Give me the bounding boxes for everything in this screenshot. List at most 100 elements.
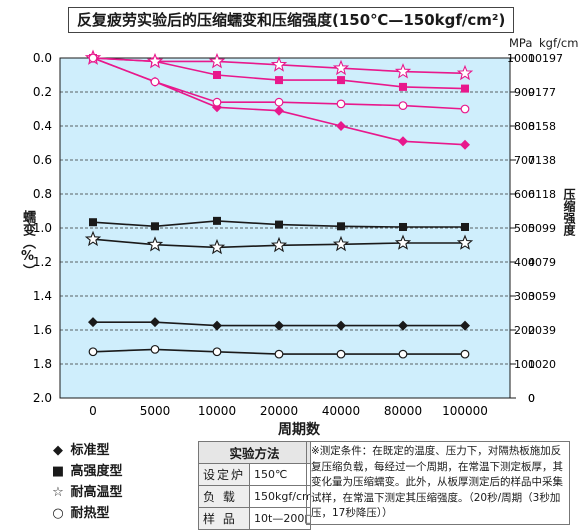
mpa-tick-label: 800	[514, 120, 535, 133]
left-tick-label: 0.4	[33, 119, 52, 133]
left-tick-label: 0.8	[33, 187, 52, 201]
data-point-star	[332, 235, 350, 252]
data-point-diamond	[460, 320, 470, 331]
data-point-star	[270, 56, 288, 72]
mpa-tick-label: 300	[514, 290, 535, 303]
data-point-diamond	[88, 317, 98, 328]
data-point-square	[213, 71, 221, 79]
data-point-diamond	[398, 320, 408, 331]
left-tick-label: 1.8	[33, 357, 52, 371]
x-axis-ticks: 0 5000 10000 20000 40000 80000 100000	[89, 404, 488, 418]
legend-item-high-temp: ☆ 耐高温型	[50, 482, 123, 503]
data-point-diamond	[336, 121, 346, 131]
data-point-star	[394, 234, 412, 250]
y-axis-label-left: 蠕变（%）	[20, 210, 35, 277]
data-point-square	[275, 220, 283, 229]
method-key: 样 品	[197, 507, 251, 530]
data-point-circle	[150, 77, 160, 87]
kgf-tick-label: 2039	[528, 324, 556, 337]
left-tick-label: 0.6	[33, 153, 52, 167]
kgf-tick-label: 0	[528, 392, 535, 405]
data-point-diamond	[274, 320, 284, 331]
legend-item-high-strength: ■ 高强度型	[50, 461, 123, 482]
legend-label: 标准型	[70, 443, 110, 458]
data-point-circle	[274, 349, 284, 359]
method-value: 150kgf/cm²	[249, 485, 312, 508]
data-point-square	[337, 76, 345, 85]
data-point-circle	[150, 344, 160, 354]
data-point-circle	[398, 101, 408, 110]
mpa-tick-label: 600	[514, 188, 535, 201]
left-axis-ticks: 0.0 0.2 0.4 0.6 0.8 1.0 1.2 1.4 1.6 1.8 2.0	[33, 51, 52, 405]
data-point-circle	[88, 347, 98, 357]
kgf-tick-label: 9177	[528, 86, 556, 99]
data-point-square	[461, 222, 469, 231]
square-icon: ■	[51, 464, 65, 479]
x-tick-label: 0	[89, 404, 97, 418]
left-tick-label: 2.0	[33, 391, 52, 405]
grid-lines	[60, 91, 510, 365]
kgf-tick-label: 4079	[528, 256, 556, 269]
data-point-diamond	[274, 105, 284, 116]
x-tick-label: 5000	[140, 404, 171, 418]
mpa-tick-label: 100	[514, 358, 535, 371]
legend-item-standard: ◆ 标准型	[50, 440, 123, 461]
data-point-square	[399, 222, 407, 231]
chart-title: 反复疲劳实验后的压缩蠕变和压缩强度(150℃—150kgf/cm²)	[68, 7, 515, 33]
data-point-circle	[460, 349, 470, 359]
left-tick-label: 1.2	[33, 255, 52, 269]
kgf-tick-label: 10197	[528, 52, 563, 65]
data-point-star	[146, 52, 164, 69]
data-point-circle	[336, 99, 346, 109]
data-point-star	[270, 236, 288, 253]
mpa-tick-label: 900	[514, 86, 535, 99]
method-table: 实验方法 设定炉 150℃ 负 载 150kgf/cm² 样 品 10t—200…	[197, 441, 312, 530]
circle-icon: ○	[52, 506, 64, 521]
data-point-circle	[460, 104, 470, 114]
method-value: 10t—200□	[249, 507, 312, 530]
x-tick-label: 80000	[384, 404, 422, 418]
data-point-circle	[398, 349, 408, 359]
left-tick-label: 1.6	[33, 323, 52, 337]
data-point-square	[461, 84, 469, 93]
legend-label: 耐高温型	[70, 485, 123, 500]
data-point-star	[332, 59, 350, 76]
x-tick-label: 10000	[198, 404, 236, 418]
x-tick-label: 40000	[322, 404, 360, 418]
method-key: 设定炉	[197, 463, 251, 486]
kgf-tick-label: 3059	[528, 290, 556, 303]
data-point-square	[89, 218, 97, 227]
data-point-square	[213, 216, 221, 225]
kgf-tick-label: 7138	[528, 154, 556, 167]
mpa-tick-label: 500	[514, 222, 535, 235]
data-point-circle	[88, 53, 98, 63]
series-strength-circle	[88, 344, 470, 359]
legend-label: 高强度型	[70, 464, 123, 479]
mpa-tick-label: 400	[514, 256, 535, 269]
unit-mpa: MPa	[509, 36, 533, 50]
legend: ◆ 标准型 ■ 高强度型 ☆ 耐高温型 ○ 耐热型	[50, 440, 123, 524]
legend-label: 耐热型	[70, 506, 110, 521]
table-row: 设定炉 150℃	[197, 463, 312, 486]
left-tick-label: 1.0	[33, 221, 52, 235]
mpa-tick-label: 700	[514, 154, 535, 167]
data-point-star	[208, 238, 226, 255]
data-point-square	[151, 222, 159, 231]
data-point-square	[275, 76, 283, 85]
table-row: 负 载 150kgf/cm²	[197, 485, 312, 508]
table-row: 样 品 10t—200□	[197, 507, 312, 530]
diamond-icon: ◆	[53, 443, 63, 458]
unit-kgf: kgf/cm	[539, 36, 578, 50]
data-point-diamond	[398, 136, 408, 147]
mpa-tick-label: 0	[528, 392, 535, 405]
data-point-star	[456, 234, 474, 250]
data-point-star	[146, 236, 164, 252]
method-value: 150℃	[249, 463, 312, 486]
data-point-star	[208, 52, 226, 69]
kgf-tick-label: 6118	[528, 188, 556, 201]
data-point-circle	[336, 349, 346, 359]
x-tick-label: 100000	[442, 404, 488, 418]
series-creep-circle	[88, 53, 470, 114]
method-table-header: 实验方法	[197, 441, 312, 464]
left-tick-label: 0.0	[33, 51, 52, 65]
